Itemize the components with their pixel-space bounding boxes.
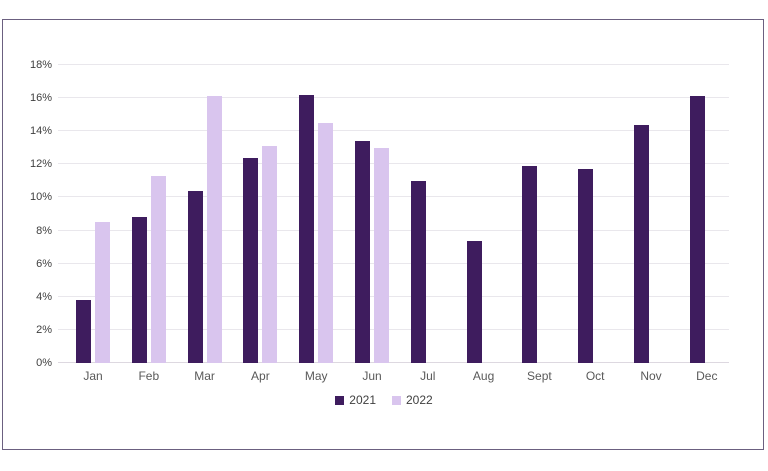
bar-2022-jun [374, 147, 389, 363]
legend-label-2022: 2022 [406, 393, 433, 407]
bar-2021-aug [466, 240, 482, 363]
gridline-14 [58, 130, 729, 132]
bar-2021-dec [689, 96, 705, 363]
legend-swatch-icon-2021 [335, 395, 345, 405]
bar-2021-nov [634, 124, 649, 363]
gridline-12 [58, 163, 729, 165]
gridline-16 [58, 97, 729, 99]
x-tick-label-jan: Jan [83, 369, 103, 383]
bar-2021-jan [76, 300, 91, 363]
bar-2022-feb [150, 175, 166, 363]
y-tick-label-4: 4% [36, 290, 52, 303]
x-tick-label-nov: Nov [640, 369, 662, 383]
bar-2021-jul [410, 180, 426, 363]
y-tick-label-8: 8% [36, 224, 52, 237]
legend: 2021 2022 [0, 392, 768, 408]
y-tick-label-12: 12% [29, 158, 52, 171]
bar-2021-apr [243, 157, 259, 363]
gridline-10 [58, 196, 729, 198]
bar-2021-may [299, 94, 315, 363]
y-tick-label-14: 14% [29, 125, 52, 138]
plot-area [58, 64, 729, 363]
legend-swatch-icon-2022 [392, 395, 401, 405]
x-tick-label-mar: Mar [194, 369, 215, 383]
y-tick-label-10: 10% [29, 191, 52, 204]
x-tick-label-feb: Feb [138, 369, 160, 383]
x-tick-label-oct: Oct [585, 369, 605, 383]
bar-2022-mar [206, 96, 222, 363]
x-tick-label-may: May [304, 369, 328, 383]
bar-2021-oct [578, 169, 594, 363]
legend-item-2022: 2022 [392, 393, 433, 407]
gridline-18 [58, 64, 729, 65]
gridline-6 [58, 262, 729, 264]
gridline-8 [58, 229, 729, 231]
y-tick-label-0: 0% [36, 357, 52, 369]
bar-2022-jan [95, 222, 110, 363]
y-tick-label-2: 2% [36, 323, 52, 336]
chart-frame-border [2, 19, 764, 450]
bar-2022-may [318, 122, 334, 363]
x-tick-label-dec: Dec [696, 369, 718, 383]
x-tick-label-apr: Apr [251, 369, 270, 383]
x-tick-label-sept: Sept [527, 369, 552, 383]
y-tick-label-16: 16% [29, 92, 52, 105]
bar-2021-mar [187, 190, 203, 363]
y-axis-labels: 0% 2% 4% 6% 8% 10% 12% 14% 16% 18% [0, 59, 52, 369]
bar-2022-apr [262, 146, 278, 363]
legend-label-2021: 2021 [349, 393, 376, 407]
x-tick-label-aug: Aug [472, 369, 495, 383]
legend-item-2021: 2021 [335, 393, 376, 407]
x-axis-baseline [58, 362, 729, 363]
y-tick-label-6: 6% [36, 257, 52, 270]
x-tick-label-jul: Jul [420, 369, 436, 383]
y-tick-label-18: 18% [29, 59, 52, 71]
x-tick-label-jun: Jun [362, 369, 382, 383]
gridline-4 [58, 295, 729, 297]
x-axis-labels: Jan Feb Mar Apr May Jun Jul Aug Sept Oct Nov Dec [0, 369, 768, 383]
gridline-2 [58, 328, 729, 330]
bar-2021-feb [131, 217, 147, 363]
bar-2021-jun [355, 141, 370, 363]
bar-2021-sept [522, 166, 538, 363]
